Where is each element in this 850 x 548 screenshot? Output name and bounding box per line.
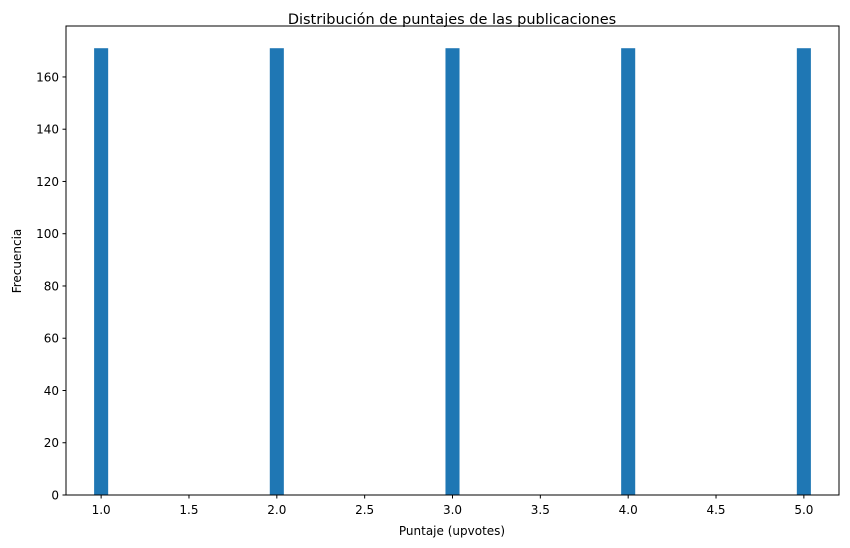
x-tick-label: 1.5 xyxy=(179,503,198,517)
x-tick-label: 2.0 xyxy=(267,503,286,517)
y-axis-ticks: 0 20 40 60 80 100 120 140 160 xyxy=(36,70,66,503)
y-tick-label: 0 xyxy=(51,489,59,503)
x-tick-label: 2.5 xyxy=(355,503,374,517)
y-tick-label: 140 xyxy=(36,123,59,137)
x-axis-ticks: 1.0 1.5 2.0 2.5 3.0 3.5 4.0 4.5 5.0 xyxy=(92,495,813,517)
x-tick-label: 3.0 xyxy=(443,503,462,517)
bar xyxy=(796,48,811,495)
y-tick-label: 40 xyxy=(44,384,59,398)
y-axis-label: Frecuencia xyxy=(10,229,24,294)
x-tick-label: 4.5 xyxy=(706,503,725,517)
y-tick-label: 80 xyxy=(44,279,59,293)
bar xyxy=(269,48,284,495)
bars-group xyxy=(94,48,811,495)
plot-frame xyxy=(65,25,840,496)
x-tick-label: 1.0 xyxy=(92,503,111,517)
y-tick-label: 20 xyxy=(44,436,59,450)
y-tick-label: 60 xyxy=(44,332,59,346)
x-tick-label: 4.0 xyxy=(619,503,638,517)
bar xyxy=(445,48,460,495)
x-axis-label: Puntaje (upvotes) xyxy=(399,524,505,538)
x-tick-label: 5.0 xyxy=(794,503,813,517)
y-tick-label: 120 xyxy=(36,175,59,189)
y-tick-label: 100 xyxy=(36,227,59,241)
bar xyxy=(94,48,109,495)
x-tick-label: 3.5 xyxy=(531,503,550,517)
chart-title: Distribución de puntajes de las publicac… xyxy=(288,12,616,28)
bar xyxy=(621,48,636,495)
y-tick-label: 160 xyxy=(36,70,59,84)
